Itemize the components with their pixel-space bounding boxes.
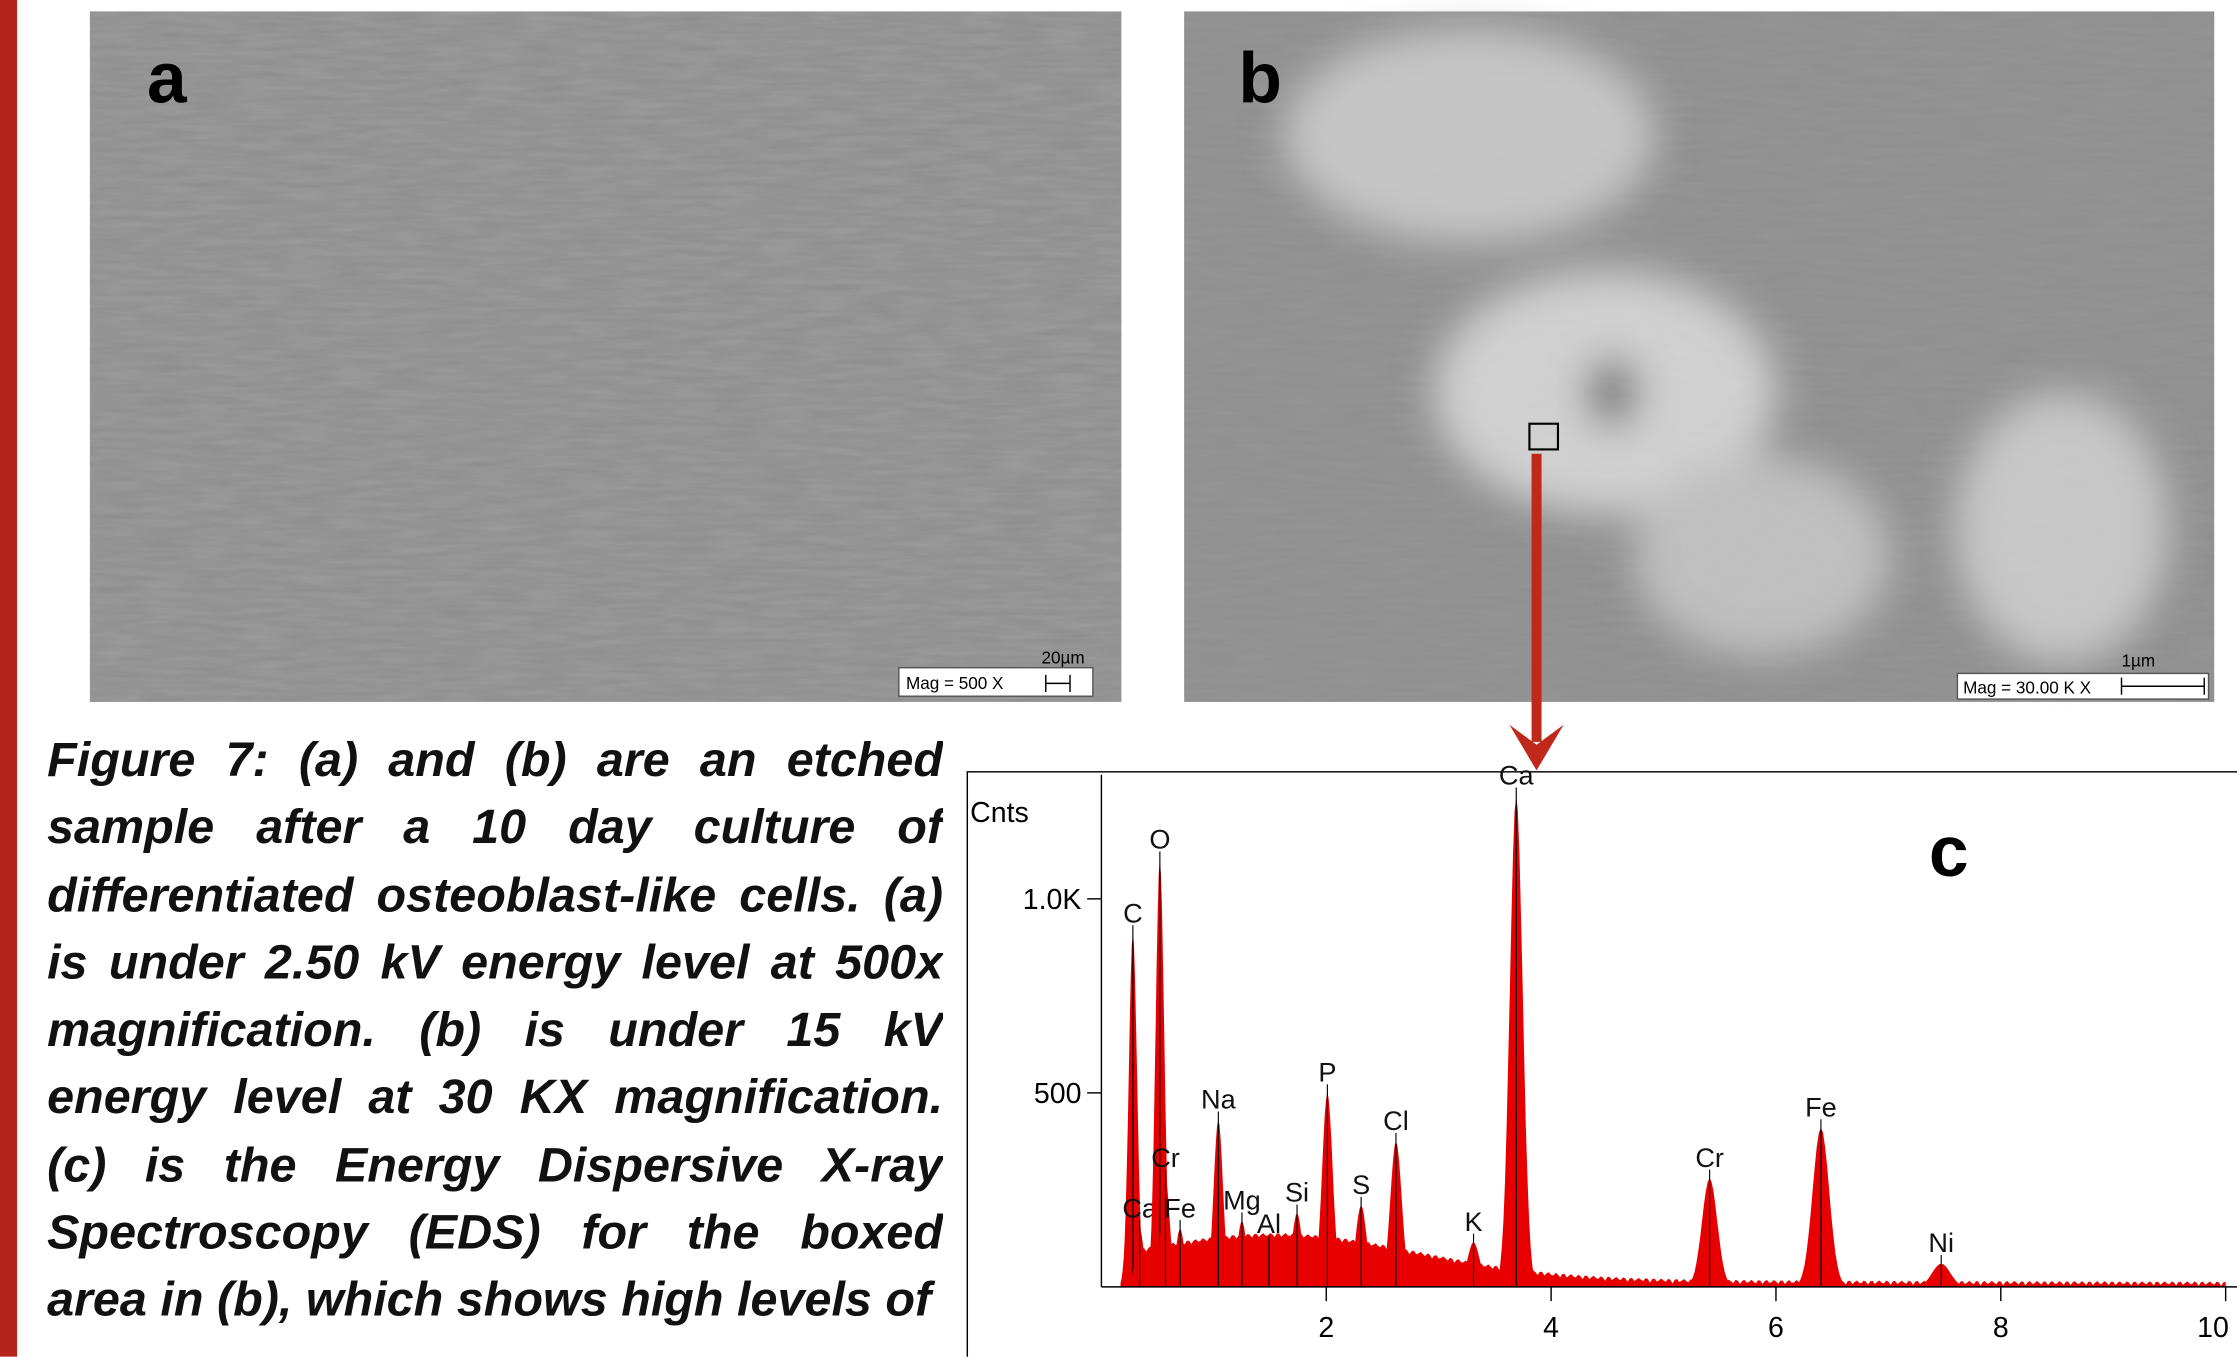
mag-label: Mag = 30.00 K X (1963, 678, 2092, 697)
peak-label: S (1352, 1169, 1370, 1200)
peak-label: P (1318, 1056, 1336, 1087)
peak-label: Cr (1151, 1142, 1180, 1173)
peak-label: Ca (1499, 760, 1535, 791)
side-bar (0, 0, 18, 1357)
x-tick-label: 6 (1768, 1312, 1784, 1344)
arrow-head (1509, 724, 1564, 771)
y-tick-label: 1.0K (1023, 884, 1082, 916)
scale-label: 1µm (2122, 651, 2156, 670)
peak-label: C (1123, 897, 1143, 928)
scale-bar (1045, 674, 1071, 692)
y-axis-label: Cnts (970, 797, 1029, 829)
scale-bar (2120, 677, 2205, 695)
panel-label: c (1929, 812, 1969, 892)
texture (1184, 11, 2215, 702)
y-tick-label: 500 (1034, 1078, 1082, 1110)
peak-label: Si (1285, 1177, 1309, 1208)
mag-label: Mag = 500 X (906, 674, 1004, 693)
peak-label: Fe (1164, 1192, 1196, 1223)
peak-label: Ni (1928, 1227, 1954, 1258)
peak-label: Al (1257, 1208, 1281, 1239)
peak-label: Na (1201, 1084, 1237, 1115)
selection-box (1528, 422, 1560, 451)
x-tick-label: 4 (1543, 1312, 1559, 1344)
x-tick-label: 8 (1993, 1312, 2009, 1344)
texture (89, 11, 1122, 702)
panel-label: a (147, 39, 188, 119)
scale-label: 20µm (1041, 648, 1084, 667)
peak-label: O (1149, 824, 1170, 855)
peak-label: K (1464, 1206, 1482, 1237)
peak-label: Cl (1383, 1105, 1409, 1136)
x-tick-label: 2 (1318, 1312, 1334, 1344)
peak-label: Fe (1805, 1091, 1837, 1122)
panel-label: b (1238, 39, 1282, 119)
peak-label: Cr (1695, 1142, 1724, 1173)
peak-label: Mg (1223, 1185, 1261, 1216)
mag-box (898, 666, 1094, 697)
x-tick-label: 10 keV (2197, 1312, 2237, 1344)
caption: Figure 7: (a) and (b) are an etched samp… (47, 733, 944, 1328)
